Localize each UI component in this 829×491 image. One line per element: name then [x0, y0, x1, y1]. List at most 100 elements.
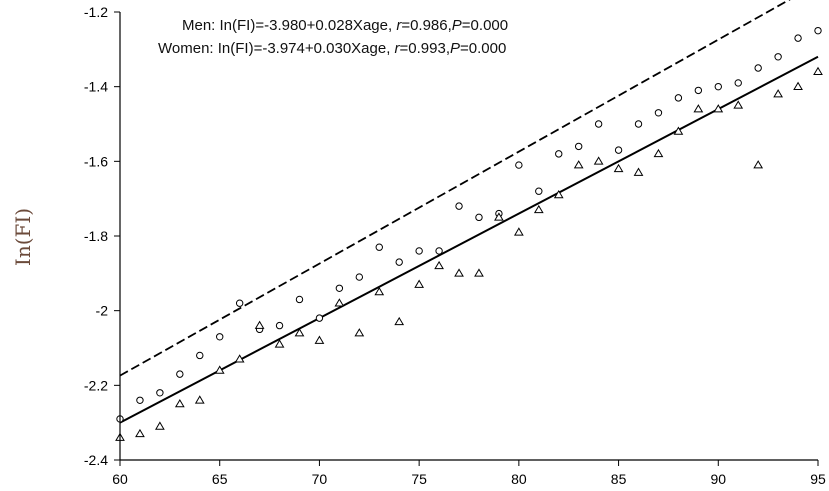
- triangle-marker: [494, 212, 504, 221]
- women-p-value: =0.000: [460, 40, 506, 57]
- circle-marker: [435, 247, 443, 255]
- circle-marker: [196, 351, 204, 360]
- x-tick-label: 80: [511, 471, 527, 487]
- men-r-value: =0.986,: [401, 17, 451, 34]
- circle-marker: [375, 243, 383, 251]
- circle-marker: [674, 94, 683, 102]
- x-tick-label: 90: [710, 471, 726, 487]
- circle-marker: [415, 247, 423, 255]
- fit-line-series-1: [119, 55, 819, 424]
- y-tick-label: -1.6: [84, 153, 108, 169]
- triangle-marker: [474, 268, 484, 277]
- fit-line-series-2: [119, 0, 791, 377]
- circle-marker: [156, 389, 164, 397]
- circle-marker: [455, 202, 463, 210]
- triangle-marker: [693, 104, 704, 113]
- triangle-marker: [135, 428, 145, 438]
- triangle-marker: [573, 160, 584, 169]
- triangle-marker: [274, 339, 285, 348]
- circle-marker: [814, 26, 822, 35]
- men-equation-annotation: Men: In(FI)=-3.980+0.028Xage, r=0.986,P=…: [182, 17, 508, 34]
- circle-marker: [136, 396, 144, 404]
- women-r-label: r: [395, 40, 401, 57]
- x-tick-label: 60: [112, 471, 128, 487]
- circle-marker: [634, 120, 643, 128]
- circle-marker: [574, 142, 583, 151]
- triangle-marker: [553, 189, 564, 199]
- y-tick-label: -2: [96, 303, 109, 319]
- circle-marker: [335, 284, 344, 292]
- circle-marker: [714, 82, 722, 91]
- y-tick-label: -2.4: [84, 452, 108, 468]
- y-axis-label: In(FI): [11, 208, 35, 266]
- fit-lines: [119, 0, 819, 424]
- triangle-marker: [314, 335, 325, 344]
- circle-marker: [475, 213, 483, 222]
- women-equation-text: Women: In(FI)=-3.974+0.030Xage,: [158, 40, 395, 57]
- triangle-marker: [194, 395, 205, 404]
- triangle-marker: [533, 204, 544, 214]
- circle-marker: [275, 321, 284, 330]
- tick-labels: -2.4 -2.2 -2 -1.8 -1.6 -1.4 -1.2 60 65 70 75 80 85 90…: [84, 4, 826, 487]
- triangle-marker: [354, 328, 365, 337]
- women-equation-annotation: Women: In(FI)=-3.974+0.030Xage, r=0.993,…: [158, 40, 506, 57]
- circle-marker: [594, 120, 603, 128]
- circle-marker: [794, 34, 802, 42]
- circle-marker: [614, 146, 623, 154]
- circle-marker: [395, 258, 403, 266]
- triangle-marker: [374, 287, 385, 296]
- circle-marker: [555, 150, 563, 158]
- triangle-marker: [733, 100, 744, 109]
- x-tick-label: 75: [411, 471, 427, 487]
- triangle-marker: [454, 268, 464, 277]
- circle-marker: [315, 314, 324, 322]
- triangle-marker: [713, 104, 724, 113]
- triangle-marker: [414, 279, 425, 288]
- triangle-marker: [334, 298, 345, 307]
- triangle-marker: [673, 126, 684, 135]
- triangle-marker: [593, 156, 604, 165]
- circle-marker: [235, 299, 244, 307]
- x-tick-label: 70: [312, 471, 328, 487]
- triangle-marker: [174, 399, 185, 408]
- y-tick-label: -1.2: [84, 4, 108, 20]
- circle-marker: [694, 86, 703, 95]
- circle-marker: [754, 64, 762, 72]
- y-tick-label: -2.2: [84, 377, 108, 393]
- men-p-label: P: [452, 17, 462, 34]
- men-p-value: =0.000: [462, 17, 508, 34]
- men-equation-text: Men: In(FI)=-3.980+0.028Xage,: [182, 17, 396, 34]
- circle-marker: [654, 109, 663, 117]
- women-p-label: P: [450, 40, 460, 57]
- x-tick-label: 95: [810, 471, 826, 487]
- triangle-marker: [793, 81, 803, 90]
- triangle-marker: [294, 328, 305, 337]
- triangle-marker: [214, 365, 225, 374]
- y-tick-label: -1.8: [84, 228, 108, 244]
- triangle-marker: [813, 66, 823, 76]
- women-r-value: =0.993,: [400, 40, 450, 57]
- triangle-marker: [394, 316, 405, 326]
- circle-marker: [295, 295, 304, 304]
- data-markers: [115, 26, 823, 441]
- triangle-marker: [633, 167, 644, 176]
- triangle-marker: [653, 148, 664, 158]
- triangle-marker: [234, 354, 245, 363]
- triangle-marker: [434, 260, 444, 270]
- men-r-label: r: [396, 17, 402, 34]
- x-tick-label: 85: [611, 471, 627, 487]
- triangle-marker: [155, 421, 165, 430]
- axes: [114, 11, 819, 466]
- circle-marker: [216, 333, 224, 341]
- x-tick-label: 65: [212, 471, 228, 487]
- circle-marker: [734, 79, 742, 87]
- circle-marker: [355, 273, 364, 281]
- circle-marker: [176, 370, 184, 378]
- triangle-marker: [753, 160, 764, 169]
- circle-marker: [535, 187, 543, 195]
- circle-marker: [774, 53, 782, 61]
- triangle-marker: [613, 163, 624, 173]
- triangle-marker: [513, 227, 524, 236]
- triangle-marker: [254, 320, 265, 329]
